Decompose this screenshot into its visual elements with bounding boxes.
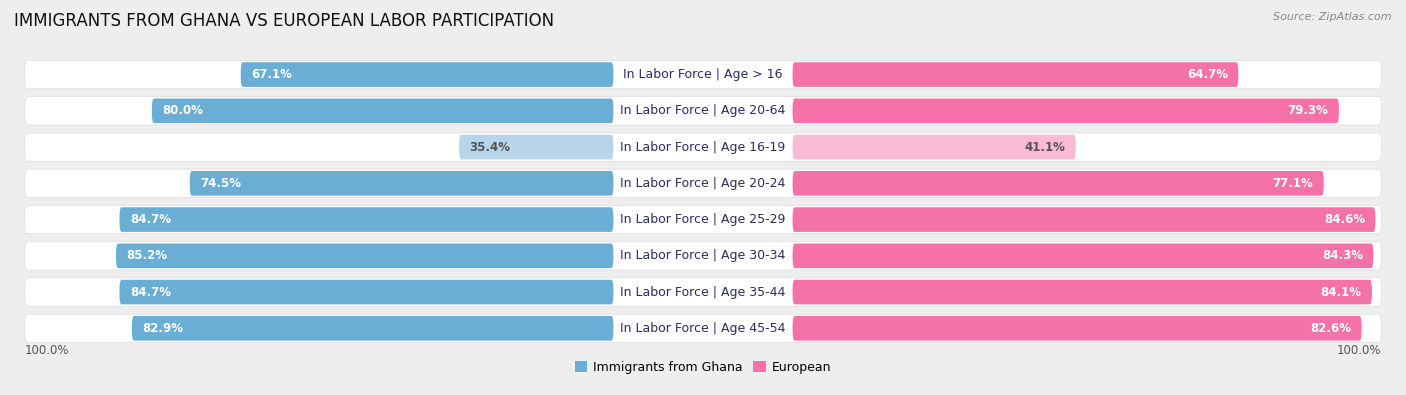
Text: In Labor Force | Age > 16: In Labor Force | Age > 16	[623, 68, 783, 81]
Text: 67.1%: 67.1%	[252, 68, 292, 81]
FancyBboxPatch shape	[152, 98, 613, 123]
FancyBboxPatch shape	[24, 169, 1382, 198]
Text: Source: ZipAtlas.com: Source: ZipAtlas.com	[1274, 12, 1392, 22]
Text: 100.0%: 100.0%	[1337, 344, 1382, 357]
Text: 64.7%: 64.7%	[1187, 68, 1227, 81]
FancyBboxPatch shape	[24, 314, 1382, 342]
FancyBboxPatch shape	[793, 207, 1375, 232]
Text: IMMIGRANTS FROM GHANA VS EUROPEAN LABOR PARTICIPATION: IMMIGRANTS FROM GHANA VS EUROPEAN LABOR …	[14, 12, 554, 30]
Text: In Labor Force | Age 45-54: In Labor Force | Age 45-54	[620, 322, 786, 335]
FancyBboxPatch shape	[24, 60, 1382, 89]
Text: 82.9%: 82.9%	[142, 322, 183, 335]
FancyBboxPatch shape	[24, 97, 1382, 125]
Text: 85.2%: 85.2%	[127, 249, 167, 262]
Text: 77.1%: 77.1%	[1272, 177, 1313, 190]
Text: In Labor Force | Age 35-44: In Labor Force | Age 35-44	[620, 286, 786, 299]
FancyBboxPatch shape	[793, 280, 1372, 305]
FancyBboxPatch shape	[793, 316, 1361, 340]
Text: 80.0%: 80.0%	[162, 104, 202, 117]
FancyBboxPatch shape	[24, 278, 1382, 306]
Text: 100.0%: 100.0%	[24, 344, 69, 357]
Text: 35.4%: 35.4%	[470, 141, 510, 154]
Text: 74.5%: 74.5%	[200, 177, 240, 190]
FancyBboxPatch shape	[793, 243, 1374, 268]
FancyBboxPatch shape	[117, 243, 613, 268]
Text: 84.7%: 84.7%	[129, 286, 170, 299]
Text: 82.6%: 82.6%	[1310, 322, 1351, 335]
FancyBboxPatch shape	[240, 62, 613, 87]
Text: In Labor Force | Age 25-29: In Labor Force | Age 25-29	[620, 213, 786, 226]
Text: 84.1%: 84.1%	[1320, 286, 1361, 299]
Text: In Labor Force | Age 20-64: In Labor Force | Age 20-64	[620, 104, 786, 117]
FancyBboxPatch shape	[24, 133, 1382, 161]
FancyBboxPatch shape	[190, 171, 613, 196]
FancyBboxPatch shape	[793, 98, 1339, 123]
Text: 84.3%: 84.3%	[1322, 249, 1362, 262]
Text: 84.6%: 84.6%	[1324, 213, 1365, 226]
FancyBboxPatch shape	[120, 207, 613, 232]
Text: 84.7%: 84.7%	[129, 213, 170, 226]
FancyBboxPatch shape	[24, 242, 1382, 270]
Legend: Immigrants from Ghana, European: Immigrants from Ghana, European	[575, 361, 831, 374]
FancyBboxPatch shape	[24, 205, 1382, 234]
FancyBboxPatch shape	[793, 135, 1076, 160]
Text: In Labor Force | Age 20-24: In Labor Force | Age 20-24	[620, 177, 786, 190]
FancyBboxPatch shape	[460, 135, 613, 160]
FancyBboxPatch shape	[793, 62, 1239, 87]
Text: 41.1%: 41.1%	[1025, 141, 1066, 154]
FancyBboxPatch shape	[120, 280, 613, 305]
FancyBboxPatch shape	[793, 171, 1323, 196]
Text: In Labor Force | Age 30-34: In Labor Force | Age 30-34	[620, 249, 786, 262]
Text: 79.3%: 79.3%	[1288, 104, 1329, 117]
Text: In Labor Force | Age 16-19: In Labor Force | Age 16-19	[620, 141, 786, 154]
FancyBboxPatch shape	[132, 316, 613, 340]
